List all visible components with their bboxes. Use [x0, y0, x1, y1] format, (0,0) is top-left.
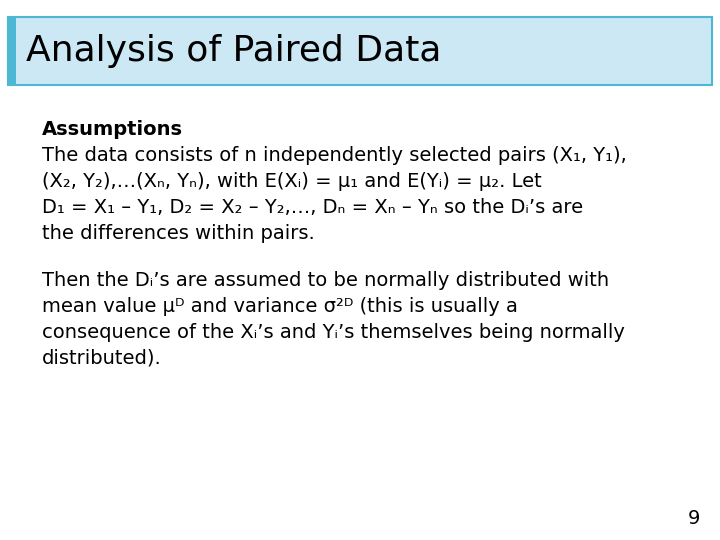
Text: the differences within pairs.: the differences within pairs. [42, 224, 315, 243]
Text: The data consists of n independently selected pairs (X₁, Y₁),: The data consists of n independently sel… [42, 146, 626, 165]
Text: Then the Dᵢ’s are assumed to be normally distributed with: Then the Dᵢ’s are assumed to be normally… [42, 271, 609, 290]
Text: 9: 9 [688, 509, 700, 528]
Text: Analysis of Paired Data: Analysis of Paired Data [26, 34, 441, 68]
Text: D₁ = X₁ – Y₁, D₂ = X₂ – Y₂,…, Dₙ = Xₙ – Yₙ so the Dᵢ’s are: D₁ = X₁ – Y₁, D₂ = X₂ – Y₂,…, Dₙ = Xₙ – … [42, 198, 583, 217]
Polygon shape [8, 17, 712, 85]
Text: Assumptions: Assumptions [42, 120, 183, 139]
Text: consequence of the Xᵢ’s and Yᵢ’s themselves being normally: consequence of the Xᵢ’s and Yᵢ’s themsel… [42, 323, 625, 342]
Text: distributed).: distributed). [42, 349, 162, 368]
Polygon shape [8, 17, 16, 85]
Text: (X₂, Y₂),…(Xₙ, Yₙ), with E(Xᵢ) = μ₁ and E(Yᵢ) = μ₂. Let: (X₂, Y₂),…(Xₙ, Yₙ), with E(Xᵢ) = μ₁ and … [42, 172, 541, 191]
Text: mean value μᴰ and variance σ²ᴰ (this is usually a: mean value μᴰ and variance σ²ᴰ (this is … [42, 297, 518, 316]
